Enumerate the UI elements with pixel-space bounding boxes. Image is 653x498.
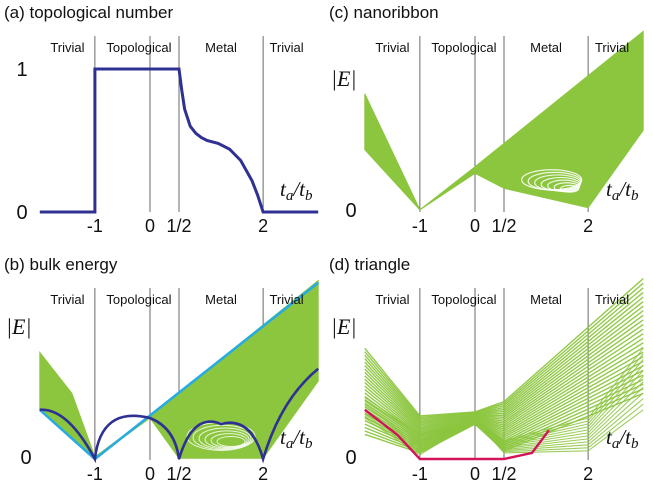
x-tick-label: 2 bbox=[583, 216, 593, 236]
x-tick-label: 2 bbox=[258, 464, 268, 484]
region-label: Trivial bbox=[269, 40, 303, 55]
axis-label-ta-tb: ta/tb bbox=[280, 177, 313, 204]
region-label: Metal bbox=[205, 292, 237, 307]
axis-label-t: t bbox=[606, 425, 613, 449]
region-label: Topological bbox=[431, 40, 496, 55]
nanoribbon-band-area bbox=[364, 30, 644, 211]
axis-label-sub-a: a bbox=[286, 436, 294, 452]
axis-label-sub-a: a bbox=[612, 436, 620, 452]
panel-title: (a) topological number bbox=[4, 3, 173, 22]
axis-label-sub-b: b bbox=[631, 188, 639, 204]
x-tick-label: 2 bbox=[258, 216, 268, 236]
y-axis-label: |E| bbox=[6, 314, 32, 339]
y-tick-label: 0 bbox=[20, 447, 31, 469]
axis-label-sub-b: b bbox=[305, 436, 313, 452]
axis-label-t: t bbox=[280, 425, 287, 449]
region-label: Trivial bbox=[50, 40, 84, 55]
region-label: Trivial bbox=[269, 292, 303, 307]
axis-label-sep: /t bbox=[618, 425, 632, 449]
region-label: Trivial bbox=[50, 292, 84, 307]
x-tick-label: 0 bbox=[470, 464, 480, 484]
region-label: Trivial bbox=[595, 292, 629, 307]
axis-label-sub-b: b bbox=[305, 188, 313, 204]
y-tick-label: 0 bbox=[345, 200, 356, 222]
panel-title: (b) bulk energy bbox=[4, 255, 118, 274]
axis-label-t: t bbox=[606, 177, 613, 201]
region-label: Topological bbox=[106, 292, 171, 307]
band-loop-line bbox=[560, 184, 580, 193]
x-tick-label: -1 bbox=[412, 464, 428, 484]
region-label: Trivial bbox=[595, 40, 629, 55]
x-tick-label: 0 bbox=[145, 464, 155, 484]
region-label: Topological bbox=[106, 40, 171, 55]
axis-label-t: t bbox=[280, 177, 287, 201]
corner-state-curve bbox=[364, 408, 550, 461]
band-loop-line bbox=[204, 430, 250, 449]
x-tick-label: 1/2 bbox=[491, 464, 516, 484]
y-tick-label: 1 bbox=[16, 59, 27, 81]
x-tick-label: -1 bbox=[87, 216, 103, 236]
axis-label-ta-tb: ta/tb bbox=[606, 177, 639, 204]
y-tick-label: 0 bbox=[16, 202, 27, 224]
x-tick-label: 1/2 bbox=[166, 464, 191, 484]
axis-label-ta-tb: ta/tb bbox=[280, 425, 313, 452]
band-loop-line bbox=[198, 427, 252, 450]
triangle-spectrum-line bbox=[364, 278, 644, 417]
panel-c: (c) nanoribbon Trivial Topological Metal Tri… bbox=[329, 3, 644, 236]
axis-label-sep: /t bbox=[292, 425, 306, 449]
region-label: Trivial bbox=[375, 40, 409, 55]
axis-label-ta-tb: ta/tb bbox=[606, 425, 639, 452]
panel-title: (c) nanoribbon bbox=[329, 3, 439, 22]
band-loop-line bbox=[210, 433, 248, 448]
axis-label-sub-a: a bbox=[612, 188, 620, 204]
panel-b: (b) bulk energy Trivial Topological Metal Tr… bbox=[4, 255, 320, 484]
y-axis-label: |E| bbox=[331, 314, 357, 339]
y-axis-label: |E| bbox=[331, 66, 357, 91]
region-label: Topological bbox=[431, 292, 496, 307]
region-label: Metal bbox=[205, 40, 237, 55]
x-tick-label: 0 bbox=[470, 216, 480, 236]
axis-label-sep: /t bbox=[292, 177, 306, 201]
x-tick-label: 0 bbox=[145, 216, 155, 236]
y-tick-label: 0 bbox=[345, 447, 356, 469]
triangle-spectrum-line bbox=[364, 347, 644, 442]
axis-label-sep: /t bbox=[618, 177, 632, 201]
x-tick-label: 1/2 bbox=[166, 216, 191, 236]
axis-label-sub-a: a bbox=[286, 188, 294, 204]
x-tick-label: -1 bbox=[412, 216, 428, 236]
panel-title: (d) triangle bbox=[329, 255, 410, 274]
panel-d: (d) triangle Trivial Topological Metal Trivi… bbox=[329, 255, 644, 484]
band-loop-line bbox=[216, 435, 246, 447]
region-label: Trivial bbox=[375, 292, 409, 307]
bulk-gap-curve bbox=[39, 367, 320, 464]
axis-label-sub-b: b bbox=[631, 436, 639, 452]
x-tick-label: 2 bbox=[583, 464, 593, 484]
topological-number-curve bbox=[39, 67, 319, 214]
x-tick-label: -1 bbox=[87, 464, 103, 484]
x-tick-label: 1/2 bbox=[491, 216, 516, 236]
region-label: Metal bbox=[530, 292, 562, 307]
panel-a: (a) topological number Trivial Topological… bbox=[4, 3, 319, 236]
region-label: Metal bbox=[530, 40, 562, 55]
